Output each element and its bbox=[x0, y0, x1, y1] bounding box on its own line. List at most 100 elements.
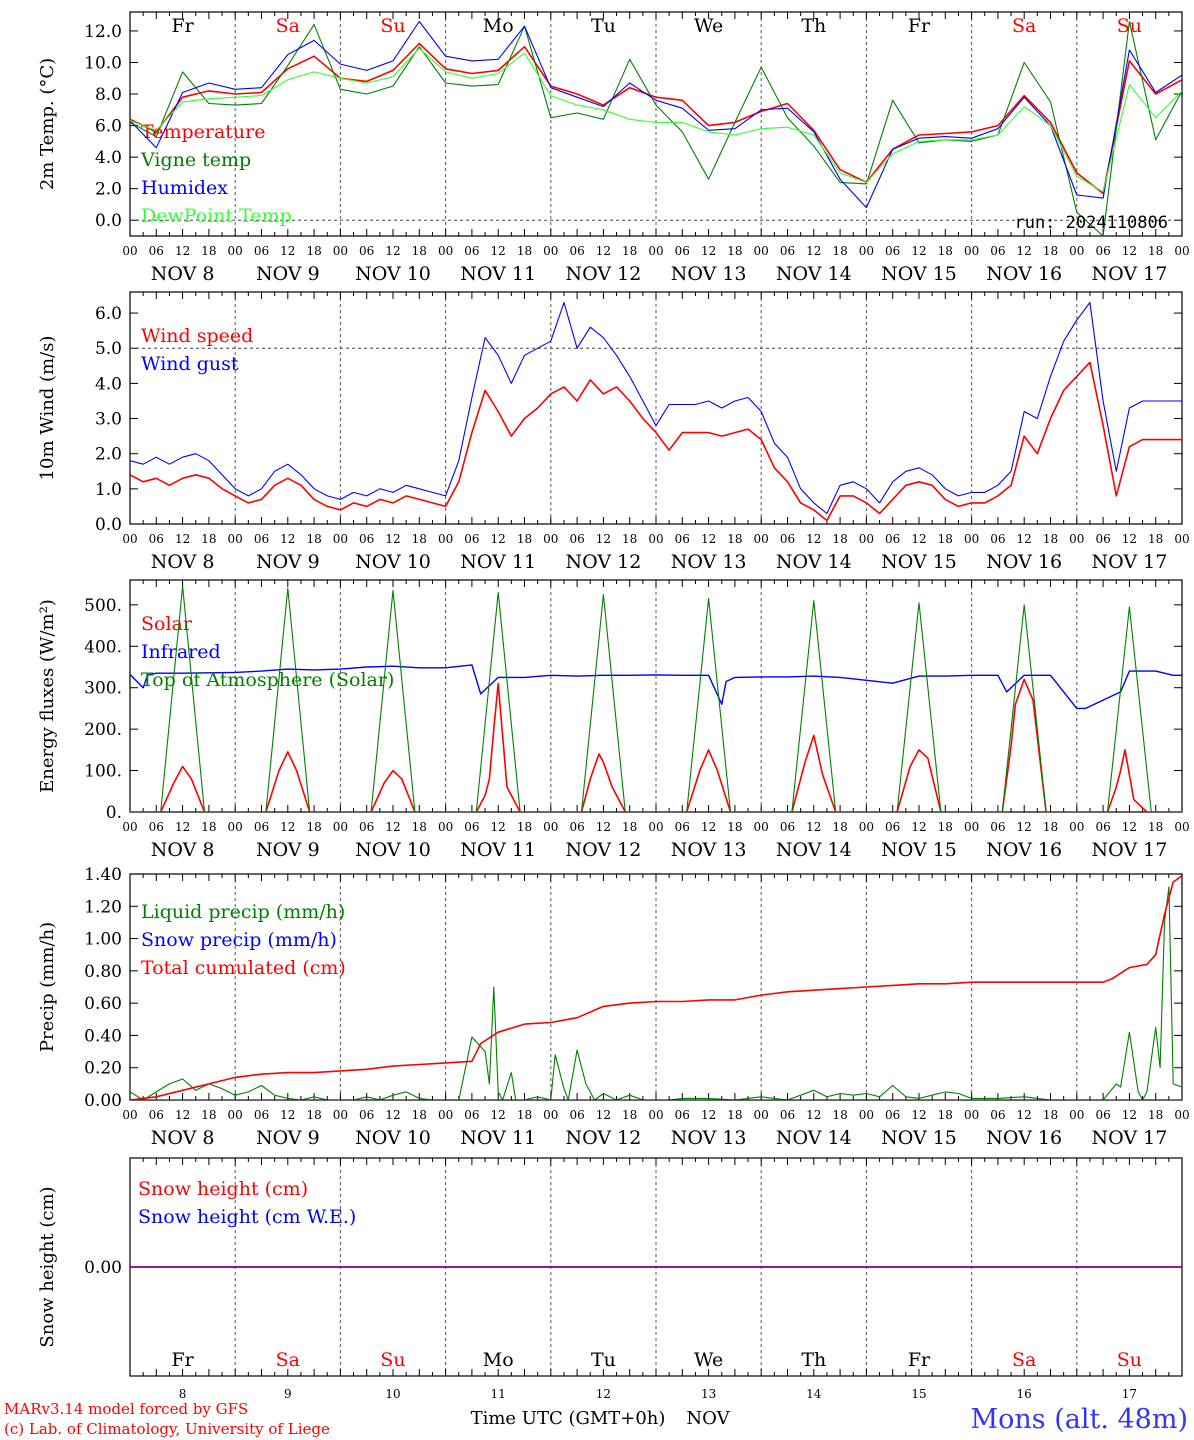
x-hour-label: 00 bbox=[228, 244, 243, 258]
x-hour-label: 06 bbox=[254, 820, 269, 834]
x-hour-label: 06 bbox=[254, 244, 269, 258]
x-hour-label: 18 bbox=[306, 820, 321, 834]
panel-3: 0.00 0.20 0.40 0.60 0.80 1.00 1.20 1.40 Precip (… bbox=[37, 865, 1190, 1149]
x-hour-label: 12 bbox=[491, 532, 506, 546]
panel-2: 0. 100. 200. 300. 400. 500. Energy fluxes (W/m… bbox=[37, 579, 1190, 861]
x-hour-label: 06 bbox=[780, 1108, 795, 1122]
x-hour-label: 06 bbox=[569, 820, 584, 834]
x-hour-label: 00 bbox=[1069, 244, 1084, 258]
x-hour-label: 00 bbox=[228, 1108, 243, 1122]
y-tick-label: 1.40 bbox=[84, 865, 122, 885]
x-date-label: NOV 12 bbox=[565, 1127, 641, 1149]
x-hour-label: 00 bbox=[122, 1108, 137, 1122]
x-day-number: 17 bbox=[1122, 1387, 1137, 1401]
x-date-label: NOV 11 bbox=[460, 1127, 536, 1149]
x-hour-label: 06 bbox=[464, 1108, 479, 1122]
y-tick-label: 5.0 bbox=[95, 339, 122, 359]
x-hour-label: 12 bbox=[1017, 1108, 1032, 1122]
legend-entry: Total cumulated (cm) bbox=[141, 957, 346, 979]
series-line-2 bbox=[130, 585, 1182, 812]
series-line-1 bbox=[130, 301, 1182, 515]
y-tick-label: 0.40 bbox=[84, 1026, 122, 1046]
y-tick-label: 1.00 bbox=[84, 930, 122, 950]
x-date-label: NOV 8 bbox=[151, 551, 215, 573]
x-date-label: NOV 8 bbox=[151, 263, 215, 285]
x-hour-label: 06 bbox=[780, 820, 795, 834]
x-date-label: NOV 15 bbox=[881, 1127, 957, 1149]
x-hour-label: 18 bbox=[201, 532, 216, 546]
x-hour-label: 00 bbox=[754, 244, 769, 258]
x-hour-label: 12 bbox=[1017, 820, 1032, 834]
x-hour-label: 00 bbox=[122, 532, 137, 546]
x-hour-label: 12 bbox=[491, 244, 506, 258]
x-hour-label: 00 bbox=[859, 244, 874, 258]
x-date-label: NOV 11 bbox=[460, 263, 536, 285]
panel-4: 0.00 Snow height (cm) Snow height (cm) Snow… bbox=[37, 1157, 1183, 1401]
x-hour-label: 00 bbox=[438, 532, 453, 546]
weekday-label: Su bbox=[1117, 15, 1142, 37]
x-hour-label: 12 bbox=[596, 820, 611, 834]
x-hour-label: 12 bbox=[175, 532, 190, 546]
y-axis-title: Snow height (cm) bbox=[37, 1186, 58, 1347]
x-hour-label: 18 bbox=[412, 532, 427, 546]
x-hour-label: 00 bbox=[228, 820, 243, 834]
series-line-3 bbox=[130, 47, 1182, 193]
x-day-number: 12 bbox=[596, 1387, 611, 1401]
series-line-2 bbox=[130, 20, 1182, 209]
x-hour-label: 18 bbox=[832, 244, 847, 258]
weekday-label: Su bbox=[380, 15, 405, 37]
x-hour-label: 18 bbox=[938, 1108, 953, 1122]
x-date-label: NOV 9 bbox=[256, 551, 320, 573]
x-hour-label: 06 bbox=[569, 244, 584, 258]
x-hour-label: 06 bbox=[990, 820, 1005, 834]
x-hour-label: 18 bbox=[832, 820, 847, 834]
x-date-label: NOV 9 bbox=[256, 839, 320, 861]
x-hour-label: 00 bbox=[543, 532, 558, 546]
y-tick-label: 200. bbox=[84, 720, 122, 740]
x-hour-label: 06 bbox=[254, 1108, 269, 1122]
y-tick-label: 300. bbox=[84, 679, 122, 699]
x-date-label: NOV 8 bbox=[151, 1127, 215, 1149]
plot-frame bbox=[129, 11, 1183, 237]
x-hour-label: 12 bbox=[596, 244, 611, 258]
y-tick-label: 0. bbox=[106, 803, 122, 823]
x-hour-label: 12 bbox=[175, 820, 190, 834]
x-day-number: 14 bbox=[806, 1387, 822, 1401]
x-hour-label: 06 bbox=[464, 820, 479, 834]
x-date-label: NOV 11 bbox=[460, 839, 536, 861]
x-day-number: 9 bbox=[284, 1387, 292, 1401]
x-hour-label: 06 bbox=[990, 1108, 1005, 1122]
y-tick-label: 100. bbox=[84, 762, 122, 782]
y-tick-label: 1.0 bbox=[95, 480, 122, 500]
y-tick-label: 12.0 bbox=[84, 22, 122, 42]
x-hour-label: 18 bbox=[517, 820, 532, 834]
x-hour-label: 06 bbox=[464, 532, 479, 546]
x-hour-label: 18 bbox=[938, 532, 953, 546]
x-hour-label: 18 bbox=[1043, 1108, 1058, 1122]
x-hour-label: 00 bbox=[333, 244, 348, 258]
x-hour-label: 18 bbox=[1043, 532, 1058, 546]
x-hour-label: 12 bbox=[280, 532, 295, 546]
x-date-label: NOV 12 bbox=[565, 839, 641, 861]
legend-entry: Snow height (cm) bbox=[138, 1178, 308, 1200]
y-axis-title: Energy fluxes (W/m²) bbox=[37, 599, 58, 793]
weekday-label: Th bbox=[801, 1349, 826, 1371]
x-hour-label: 06 bbox=[149, 1108, 164, 1122]
credit-lab: (c) Lab. of Climatology, University of L… bbox=[4, 1420, 330, 1438]
x-hour-label: 00 bbox=[648, 1108, 663, 1122]
x-hour-label: 06 bbox=[885, 1108, 900, 1122]
x-hour-label: 00 bbox=[228, 532, 243, 546]
x-day-number: 15 bbox=[911, 1387, 926, 1401]
x-hour-label: 06 bbox=[780, 532, 795, 546]
x-hour-label: 00 bbox=[964, 1108, 979, 1122]
x-hour-label: 12 bbox=[491, 820, 506, 834]
y-axis-title: Precip (mm/h) bbox=[37, 922, 58, 1052]
x-hour-label: 06 bbox=[569, 1108, 584, 1122]
x-hour-label: 12 bbox=[280, 820, 295, 834]
x-hour-label: 12 bbox=[1017, 532, 1032, 546]
legend-entry: Wind gust bbox=[141, 353, 239, 375]
x-hour-label: 00 bbox=[543, 820, 558, 834]
x-hour-label: 18 bbox=[1043, 244, 1058, 258]
x-hour-label: 00 bbox=[333, 1108, 348, 1122]
x-hour-label: 00 bbox=[333, 820, 348, 834]
